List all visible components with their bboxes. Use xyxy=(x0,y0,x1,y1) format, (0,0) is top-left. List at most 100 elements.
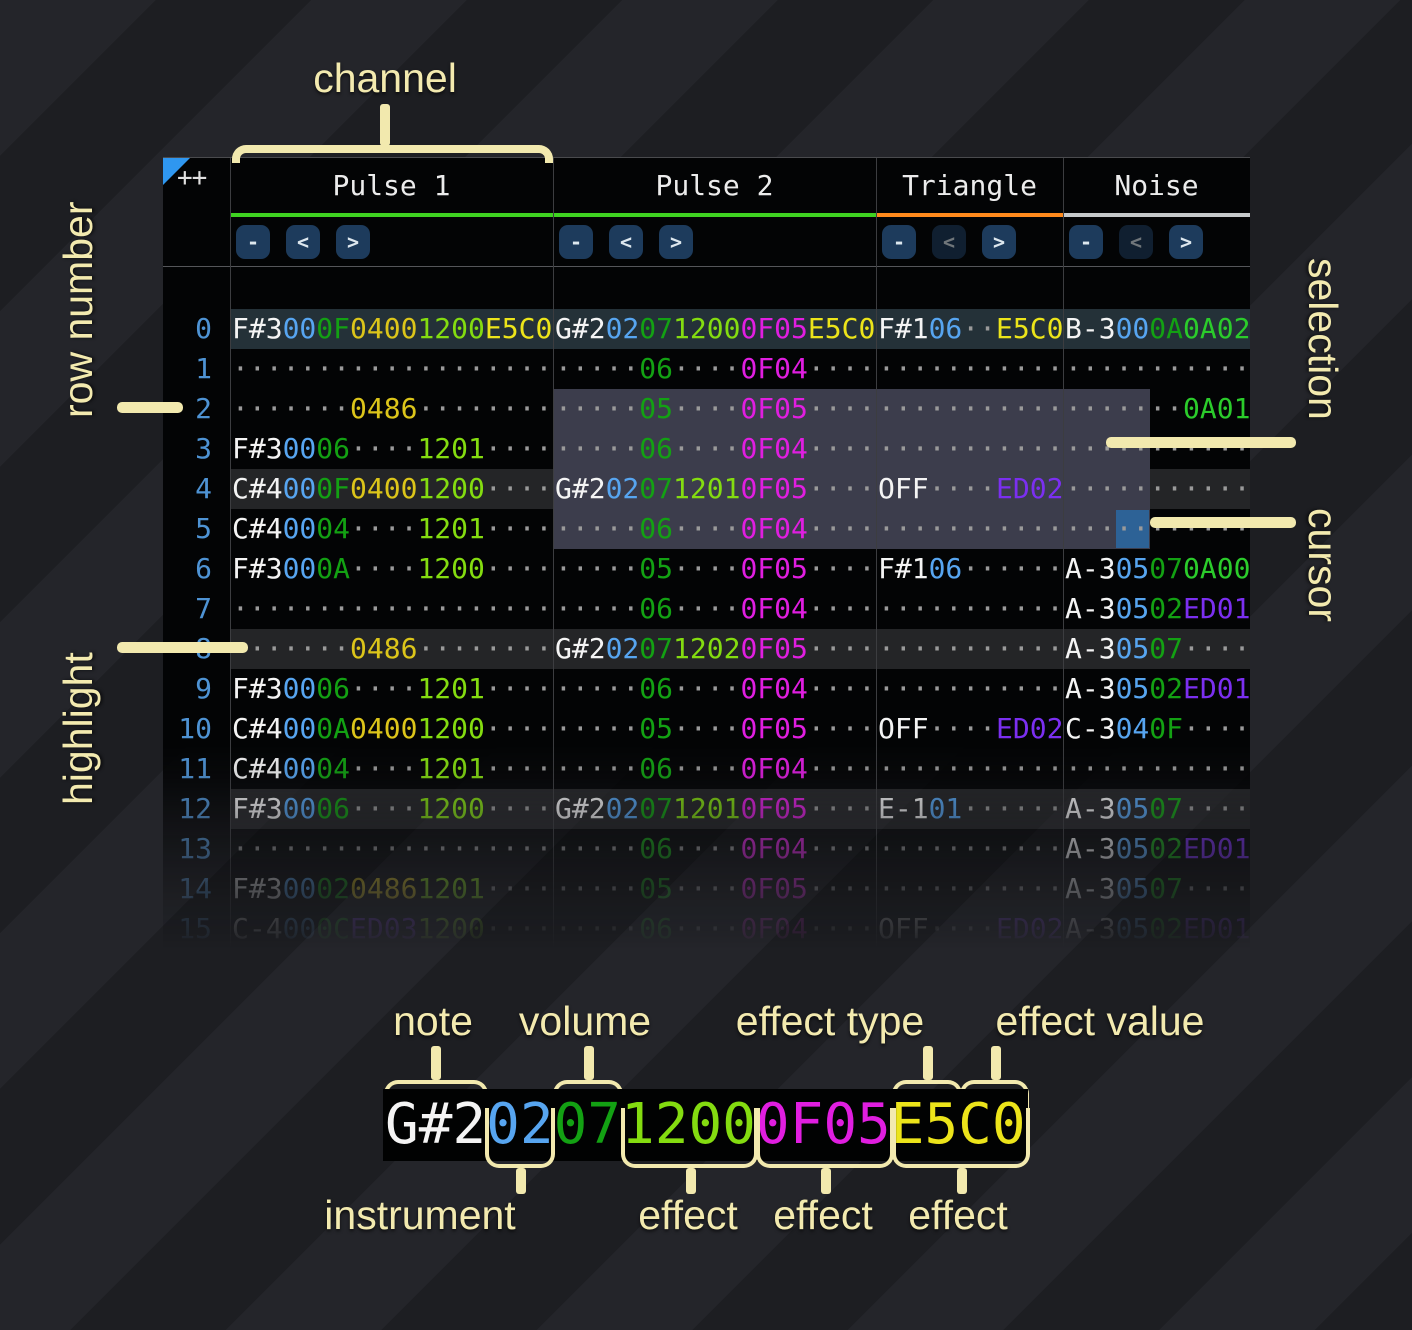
pattern-cell[interactable]: C#40004····1201···· xyxy=(230,509,553,549)
pattern-cell[interactable]: A-30507···· xyxy=(1063,869,1250,909)
pattern-cell[interactable]: ··········· xyxy=(1063,509,1250,549)
pattern-cell[interactable]: ·······0486········ xyxy=(230,629,553,669)
pattern-cell[interactable]: OFF····ED02 xyxy=(876,709,1063,749)
pattern-cell[interactable]: ·····06····0F04···· xyxy=(553,429,876,469)
pattern-cell[interactable]: C-4000CED031200···· xyxy=(230,909,553,949)
pattern-cell[interactable]: ··················· xyxy=(230,829,553,869)
table-row: 9 F#30006····1201···· ·····06····0F04···· ·… xyxy=(163,669,1250,709)
pattern-cell[interactable]: ·····06····0F04···· xyxy=(553,589,876,629)
pattern-cell[interactable]: OFF····ED02 xyxy=(876,469,1063,509)
volume-field: 04 xyxy=(316,512,351,545)
prev-pattern-button[interactable]: < xyxy=(286,224,320,259)
pattern-cell[interactable]: ·····06····0F04···· xyxy=(553,669,876,709)
pattern-cell[interactable]: ··········· xyxy=(876,429,1063,469)
remove-pattern-button[interactable]: - xyxy=(1069,224,1103,259)
pattern-cell[interactable]: ·····06····0F04···· xyxy=(553,349,876,389)
pattern-cell[interactable]: A-30502ED01 xyxy=(1063,909,1250,949)
channel-header-pulse-2[interactable]: Pulse 2 xyxy=(553,158,876,217)
pattern-cell[interactable]: ··········· xyxy=(876,509,1063,549)
fx-field: ···· xyxy=(807,792,876,825)
pattern-cell[interactable]: F#106··E5C0 xyxy=(876,309,1063,349)
note-field: ··· xyxy=(878,512,929,545)
remove-pattern-button[interactable]: - xyxy=(236,224,270,259)
note-field: C-4 xyxy=(232,912,283,945)
channel-header-pulse-1[interactable]: Pulse 1 xyxy=(230,158,553,217)
pattern-cell[interactable]: F#106······ xyxy=(876,549,1063,589)
pattern-cell[interactable]: ··········· xyxy=(876,349,1063,389)
pattern-cell[interactable]: C#40004····1201···· xyxy=(230,749,553,789)
pattern-cell[interactable]: ·····06····0F04···· xyxy=(553,829,876,869)
remove-pattern-button[interactable]: - xyxy=(882,224,916,259)
pattern-cell[interactable]: ·······0A01 xyxy=(1063,389,1250,429)
channel-header-noise[interactable]: Noise xyxy=(1063,158,1250,217)
pattern-cell[interactable]: ·····05····0F05···· xyxy=(553,549,876,589)
pattern-cell[interactable]: ··················· xyxy=(230,349,553,389)
pattern-cell[interactable]: ··········· xyxy=(1063,469,1250,509)
pattern-cell[interactable]: F#3000F04001200E5C0 xyxy=(230,309,553,349)
fx-field: ···· xyxy=(996,752,1064,785)
pattern-cell[interactable]: F#30006····1200···· xyxy=(230,789,553,829)
instrument-field: 00 xyxy=(1115,312,1150,345)
pattern-cell[interactable]: ··········· xyxy=(876,629,1063,669)
pattern-cell[interactable]: C#4000F04001200···· xyxy=(230,469,553,509)
pattern-cell[interactable]: A-30507···· xyxy=(1063,789,1250,829)
pattern-cell[interactable]: ·····05····0F05···· xyxy=(553,709,876,749)
fx-field: ···· xyxy=(807,712,876,745)
pattern-cell[interactable]: A-30502ED01 xyxy=(1063,589,1250,629)
instrument-field: ·· xyxy=(605,832,640,865)
volume-field: ·· xyxy=(1149,472,1184,505)
fx-field: ···· xyxy=(1183,872,1251,905)
pattern-cell[interactable]: G#2020712000F05E5C0 xyxy=(553,309,876,349)
cursor-rect[interactable] xyxy=(1115,510,1150,548)
remove-pattern-button[interactable]: - xyxy=(559,224,593,259)
pattern-cell[interactable]: ·····06····0F04···· xyxy=(553,909,876,949)
pattern-cell[interactable]: C-3040F···· xyxy=(1063,709,1250,749)
instrument-field: ·· xyxy=(605,352,640,385)
pattern-cell[interactable]: B-3000A0A02 xyxy=(1063,309,1250,349)
pattern-cell[interactable]: ··········· xyxy=(876,589,1063,629)
instrument-field: ·· xyxy=(928,872,963,905)
pattern-cell[interactable]: G#2020712010F05···· xyxy=(553,469,876,509)
pattern-cell[interactable]: E-101······ xyxy=(876,789,1063,829)
pattern-cell[interactable]: A-30502ED01 xyxy=(1063,829,1250,869)
channel-header-triangle[interactable]: Triangle xyxy=(876,158,1063,217)
pattern-cell[interactable]: ··········· xyxy=(876,869,1063,909)
pattern-cell[interactable]: G#2020712020F05···· xyxy=(553,629,876,669)
pattern-cell[interactable]: G#2020712010F05···· xyxy=(553,789,876,829)
note-field: OFF xyxy=(878,472,929,505)
next-pattern-button[interactable]: > xyxy=(659,224,693,259)
prev-pattern-button[interactable]: < xyxy=(932,224,966,259)
pattern-cell[interactable]: F#3000A····1200···· xyxy=(230,549,553,589)
pattern-cell[interactable]: ··········· xyxy=(1063,429,1250,469)
pattern-cell[interactable]: ·······0486········ xyxy=(230,389,553,429)
instrument-field: ·· xyxy=(928,352,963,385)
pattern-cell[interactable]: ·····06····0F04···· xyxy=(553,749,876,789)
instrument-field: ·· xyxy=(928,912,963,945)
pattern-cell[interactable]: ··················· xyxy=(230,589,553,629)
next-pattern-button[interactable]: > xyxy=(982,224,1016,259)
pattern-cell[interactable]: ··········· xyxy=(876,669,1063,709)
pattern-cell[interactable]: F#30006····1201···· xyxy=(230,429,553,469)
pattern-cell[interactable]: ··········· xyxy=(876,389,1063,429)
pattern-cell[interactable]: C#4000A04001200···· xyxy=(230,709,553,749)
pattern-cell[interactable]: ··········· xyxy=(876,749,1063,789)
pattern-cell[interactable]: F#3000204861201···· xyxy=(230,869,553,909)
prev-pattern-button[interactable]: < xyxy=(1119,224,1153,259)
next-pattern-button[interactable]: > xyxy=(336,224,370,259)
pattern-cell[interactable]: A-30502ED01 xyxy=(1063,669,1250,709)
pattern-cell[interactable]: ·····05····0F05···· xyxy=(553,389,876,429)
pattern-cell[interactable]: ··········· xyxy=(1063,349,1250,389)
pattern-cell[interactable]: ·····05····0F05···· xyxy=(553,869,876,909)
pattern-cell[interactable]: OFF····ED02 xyxy=(876,909,1063,949)
pattern-cell[interactable]: ··········· xyxy=(876,829,1063,869)
pattern-cell[interactable]: F#30006····1201···· xyxy=(230,669,553,709)
next-pattern-button[interactable]: > xyxy=(1169,224,1203,259)
pattern-cell[interactable]: ··········· xyxy=(1063,749,1250,789)
pattern-cell[interactable]: A-305070A00 xyxy=(1063,549,1250,589)
instrument-field: 02 xyxy=(605,632,640,665)
prev-pattern-button[interactable]: < xyxy=(609,224,643,259)
note-field: C#4 xyxy=(232,712,283,745)
fx-field: 1200 xyxy=(417,712,485,745)
pattern-cell[interactable]: ·····06····0F04···· xyxy=(553,509,876,549)
pattern-cell[interactable]: A-30507···· xyxy=(1063,629,1250,669)
